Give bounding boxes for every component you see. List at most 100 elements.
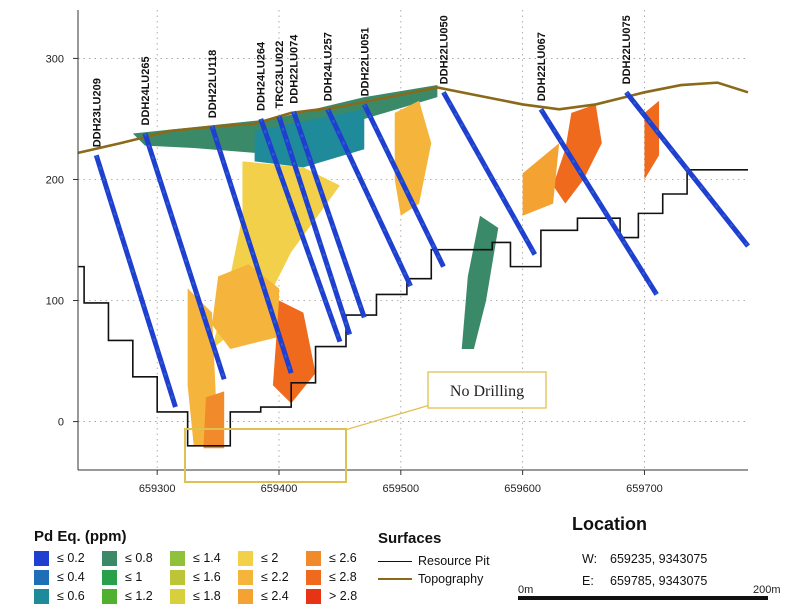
scale-end-label: 200m [753,584,781,596]
pd-legend-item: ≤ 2.6 [306,550,374,566]
drillhole-label: DDH22LU074 [289,34,301,104]
resource-pit-swatch [378,560,412,562]
pd-legend-label: ≤ 0.6 [57,589,85,603]
grade-block-far-east [644,100,660,180]
x-tick-label: 659500 [382,483,419,495]
resource-pit-label: Resource Pit [418,554,490,568]
drillhole-label: DDH24LU264 [256,41,268,111]
surfaces-legend: Resource Pit Topography [378,552,490,588]
no-drilling-zone [184,428,347,483]
pd-legend-item: ≤ 1.2 [102,588,170,604]
pd-legend-item: ≤ 2.2 [238,569,306,585]
grade-block-east-red [553,104,602,204]
drillhole-label: TRC23LU022 [274,41,286,109]
pd-legend-label: ≤ 2.4 [261,589,289,603]
no-drilling-label: No Drilling [450,383,524,400]
pd-legend-item: > 2.8 [306,588,374,604]
pd-legend-swatch [306,550,321,566]
drillhole-label: DDH22LU118 [207,50,219,118]
location-title: Location [572,514,647,534]
pd-legend-item: ≤ 2.4 [238,588,306,604]
pd-legend-item: ≤ 2.8 [306,569,374,585]
grade-block-east [394,100,432,216]
drillhole-assay-ddh22lu118 [211,125,293,374]
scale-bar: 0m 200m [518,584,781,600]
west-coords: 659235, 9343075 [610,552,708,566]
pd-legend-item: ≤ 0.6 [34,588,102,604]
pd-legend-label: ≤ 2.2 [261,570,289,584]
pd-legend-item: ≤ 0.4 [34,569,102,585]
pd-legend-label: ≤ 1.8 [193,589,221,603]
pd-legend-item: ≤ 2 [238,550,306,566]
pd-legend-swatch [306,588,321,604]
pd-legend-swatch [34,569,49,585]
pd-legend-title: Pd Eq. (ppm) [34,528,127,545]
drillhole-label: DDH22LU050 [438,15,450,84]
pd-legend-item: ≤ 0.2 [34,550,102,566]
cross-section-plot: DDH23LU209 DDH24LU265 DDH22LU118 DDH24LU264… [46,10,750,495]
grade-blocks [132,85,660,449]
location-panel: W: 659235, 9343075 E: 659785, 9343075 [582,548,707,592]
pd-legend-label: ≤ 1.4 [193,551,221,565]
callout-leader [344,404,431,431]
drillhole-assay-ddh22lu074 [292,111,366,318]
grade-block-east-orange [522,143,560,216]
pd-legend-label: ≤ 1 [125,570,143,584]
x-tick-label: 659700 [626,483,663,495]
east-label: E: [582,574,594,588]
pd-legend-label: ≤ 1.6 [193,570,221,584]
surfaces-legend-title: Surfaces [378,530,442,547]
drillhole-ddh23lu209 [93,154,178,408]
drillhole-assay-trc23lu022 [278,116,351,335]
pd-legend-label: ≤ 0.2 [57,551,85,565]
grade-block-green [461,215,499,349]
scale-bar-line [518,596,768,600]
pd-legend-label: ≤ 2.8 [329,570,357,584]
grade-block-red [272,300,316,404]
drillhole-assay-ddh22lu067 [540,108,658,296]
pd-legend-item: ≤ 1.8 [170,588,238,604]
pd-legend-item: ≤ 1.6 [170,569,238,585]
pd-legend-item: ≤ 1 [102,569,170,585]
pd-legend-swatch [170,550,185,566]
pd-legend-label: ≤ 2 [261,551,279,565]
topography-swatch [378,578,412,580]
topography-label: Topography [418,572,484,586]
pd-legend-item: ≤ 1.4 [170,550,238,566]
pd-legend-swatch [34,550,49,566]
legend-item-resource-pit: Resource Pit [378,552,490,570]
pd-legend-swatch [238,550,253,566]
no-drilling-callout: No Drilling [184,371,547,483]
drillhole-ddh24lu265 [142,132,227,380]
scale-start-label: 0m [518,584,533,596]
pd-legend-swatch [306,569,321,585]
y-tick-label: 100 [46,296,64,308]
drillhole-label: DDH22LU051 [359,27,371,96]
y-tick-label: 200 [46,174,64,186]
drillhole-label: DDH22LU075 [621,15,633,84]
pd-legend-swatch [170,569,185,585]
pd-legend-label: ≤ 0.8 [125,551,153,565]
drillhole-label: DDH23LU209 [91,78,103,147]
east-coords: 659785, 9343075 [610,574,708,588]
pd-legend-swatch [238,569,253,585]
x-tick-label: 659400 [261,483,298,495]
drillhole-label: DDH22LU067 [536,32,548,101]
y-tick-label: 300 [46,53,64,65]
drillhole-assay-ddh24lu257 [326,108,412,287]
drillhole-assay-ddh22lu075 [625,91,749,247]
pd-legend-label: ≤ 1.2 [125,589,153,603]
x-tick-label: 659600 [504,483,541,495]
drillhole-ddh22lu050 [441,91,537,256]
drillhole-label: DDH24LU265 [140,56,152,125]
drillhole-label: DDH24LU257 [323,32,335,101]
pd-legend-swatch [102,569,117,585]
grade-block-deep-core [203,391,225,449]
pd-legend-swatch [34,588,49,604]
drillhole-ddh22lu051 [362,103,446,268]
drillhole-ddh24lu264 [258,118,343,343]
no-drilling-label-box [427,371,547,409]
y-tick-label: 0 [58,417,64,429]
pd-legend-label: ≤ 2.6 [329,551,357,565]
pd-legend-swatch [102,588,117,604]
